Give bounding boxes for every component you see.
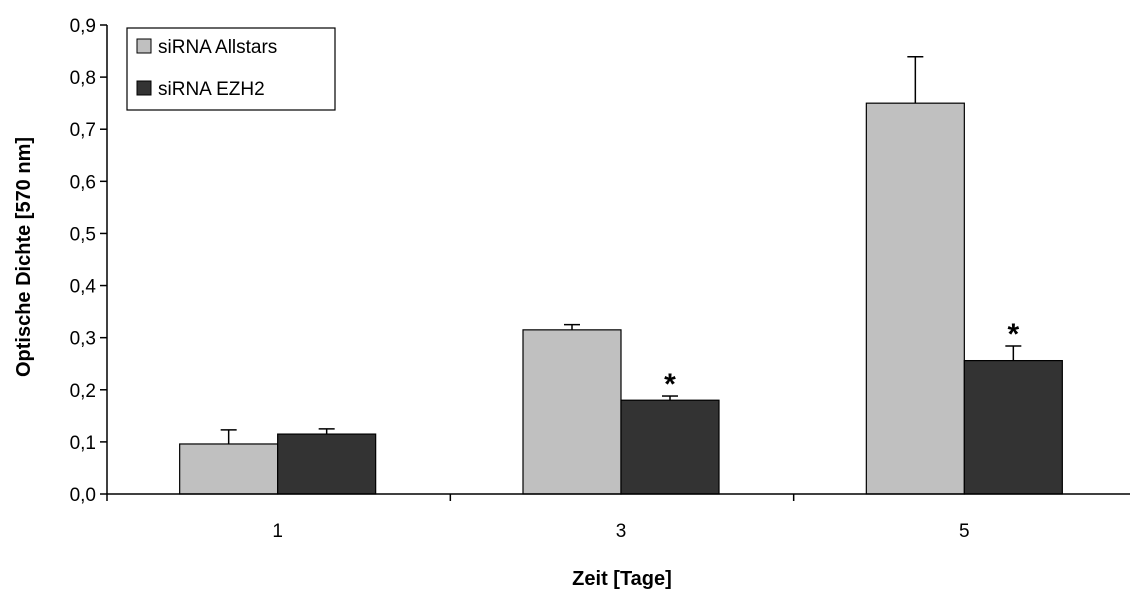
legend-label-ezh2: siRNA EZH2 — [158, 79, 265, 100]
significance-marker: * — [1007, 318, 1019, 351]
y-tick-label: 0,4 — [70, 277, 97, 298]
x-tick-label: 5 — [959, 521, 970, 542]
y-tick-label: 0,5 — [70, 224, 96, 245]
y-tick-label: 0,0 — [70, 485, 96, 506]
x-tick-label: 1 — [272, 521, 283, 542]
y-tick-label: 0,9 — [70, 16, 96, 37]
y-tick-label: 0,3 — [70, 329, 96, 350]
y-tick-label: 0,1 — [70, 433, 96, 454]
legend-label-allstars: siRNA Allstars — [158, 37, 277, 58]
significance-marker: * — [664, 368, 676, 401]
bar — [620, 399, 720, 495]
bar — [522, 329, 622, 495]
y-axis-title: Optische Dichte [570 nm] — [13, 137, 35, 377]
legend-swatch-ezh2 — [136, 80, 152, 96]
legend-box — [126, 27, 336, 111]
bars — [179, 102, 1063, 495]
y-tick-label: 0,2 — [70, 381, 96, 402]
x-axis-ticks: 1 3 5 — [106, 494, 970, 542]
y-tick-label: 0,6 — [70, 172, 96, 193]
y-axis-ticks: 0,0 0,1 0,2 0,3 0,4 0,5 0,6 0,7 0,8 0,9 — [70, 16, 107, 506]
x-axis-title: Zeit [Tage] — [572, 568, 672, 590]
error-bars — [220, 56, 1022, 444]
bar — [179, 443, 279, 495]
x-tick-label: 3 — [616, 521, 627, 542]
annotations: ** — [664, 318, 1019, 401]
bar — [277, 433, 377, 495]
y-tick-label: 0,8 — [70, 68, 96, 89]
bar — [963, 359, 1063, 495]
y-tick-label: 0,7 — [70, 120, 96, 141]
legend-swatch-allstars — [136, 38, 152, 54]
legend: siRNA Allstars siRNA EZH2 — [126, 27, 336, 111]
bar — [865, 102, 965, 495]
